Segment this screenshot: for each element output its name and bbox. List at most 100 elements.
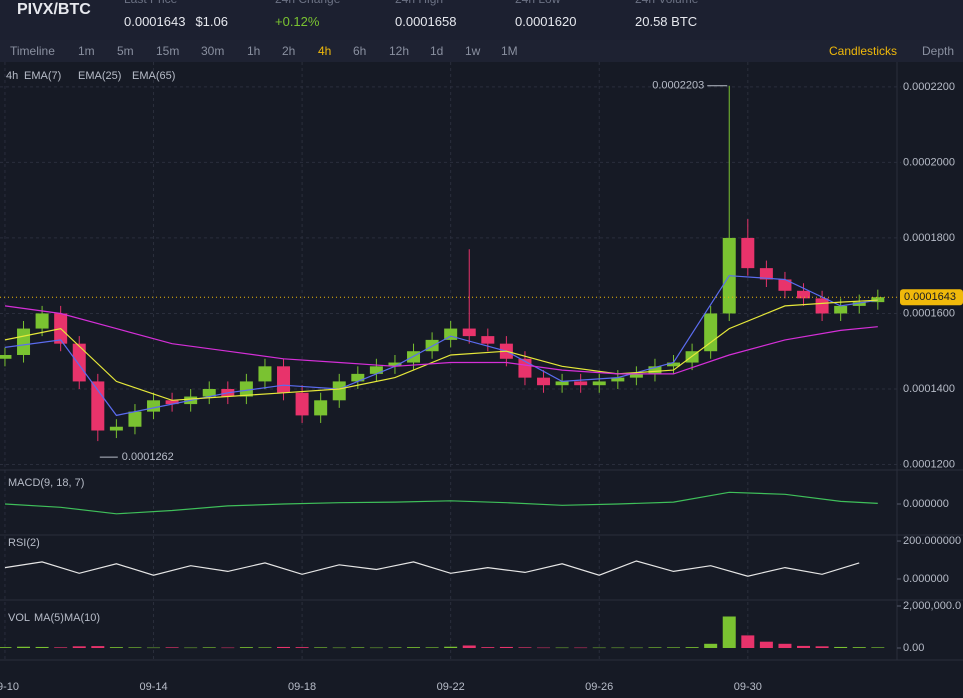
interval-button[interactable]: 15m bbox=[156, 44, 180, 58]
legend-entry: EMA(7) bbox=[24, 70, 61, 82]
header: PIVX/BTC Last Price 0.0001643 $1.06 24h Cha… bbox=[0, 0, 963, 40]
volume-bar bbox=[518, 647, 532, 648]
stat-value: 20.58 BTC bbox=[635, 14, 698, 29]
y-tick-label: 0.0002200 bbox=[903, 81, 955, 93]
volume-bar bbox=[128, 647, 142, 648]
x-tick-label: 09-10 bbox=[0, 681, 19, 693]
candle-body bbox=[295, 392, 309, 416]
interval-button[interactable]: 1d bbox=[430, 44, 444, 58]
panel-title: RSI(2) bbox=[8, 537, 40, 549]
volume-bar bbox=[425, 647, 439, 648]
candle-body bbox=[629, 373, 643, 378]
x-tick-label: 09-22 bbox=[437, 681, 465, 693]
ema-line bbox=[4, 275, 878, 417]
interval-button[interactable]: 12h bbox=[389, 44, 410, 58]
pair-title: PIVX/BTC bbox=[17, 1, 91, 18]
candle-body bbox=[351, 373, 365, 382]
candle-body bbox=[574, 381, 588, 386]
volume-bar bbox=[648, 647, 662, 648]
volume-bar bbox=[685, 647, 699, 648]
high-annotation: 0.0002203 bbox=[652, 80, 704, 92]
candle-body bbox=[258, 366, 272, 382]
interval-button[interactable]: 1w bbox=[465, 44, 481, 58]
volume-bar bbox=[332, 647, 346, 649]
stat-value: +0.12% bbox=[275, 14, 320, 29]
volume-bar bbox=[741, 635, 755, 648]
volume-bar bbox=[17, 646, 31, 648]
volume-bar bbox=[54, 647, 68, 648]
interval-button[interactable]: 5m bbox=[117, 44, 134, 58]
candle-body bbox=[388, 362, 402, 367]
candle-body bbox=[0, 354, 12, 359]
volume-bar bbox=[258, 647, 272, 648]
candle-body bbox=[35, 313, 49, 329]
y-tick-label: 0.000000 bbox=[903, 573, 949, 585]
indicator-line bbox=[4, 560, 860, 577]
volume-bar bbox=[462, 645, 476, 648]
volume-bar bbox=[221, 647, 235, 649]
candle-body bbox=[537, 377, 551, 386]
interval-button[interactable]: 1h bbox=[247, 44, 261, 58]
legend-entry: MA(5) bbox=[34, 612, 64, 624]
volume-bar bbox=[852, 647, 866, 648]
volume-bar bbox=[481, 647, 495, 648]
stat: 24h Change +0.12% bbox=[275, 0, 340, 29]
interval-button[interactable]: 1M bbox=[501, 44, 518, 58]
x-tick-label: 09-14 bbox=[139, 681, 167, 693]
candle-body bbox=[704, 313, 718, 352]
volume-bar bbox=[35, 646, 49, 648]
candle-body bbox=[17, 328, 31, 355]
candle-body bbox=[871, 297, 885, 303]
candle-body bbox=[369, 366, 383, 374]
candle-body bbox=[314, 400, 328, 416]
y-tick-label: 0.00 bbox=[903, 642, 924, 654]
interval-button[interactable]: 4h bbox=[318, 44, 332, 58]
candle-body bbox=[444, 328, 458, 340]
stat-value: $1.06 bbox=[195, 14, 228, 29]
interval-button[interactable]: 1m bbox=[78, 44, 95, 58]
volume-bar bbox=[147, 647, 161, 649]
panel-title: VOL bbox=[8, 612, 30, 624]
legend-entry: EMA(25) bbox=[78, 70, 121, 82]
volume-bar bbox=[72, 646, 86, 648]
volume-bar bbox=[834, 646, 848, 648]
volume-bar bbox=[239, 647, 253, 648]
candle-body bbox=[815, 298, 829, 314]
candle-body bbox=[667, 362, 681, 367]
view-button[interactable]: Depth bbox=[922, 44, 955, 58]
stat: Last Price 0.0001643 $1.06 bbox=[124, 0, 238, 29]
volume-bar bbox=[722, 616, 736, 648]
ema-line bbox=[4, 305, 878, 375]
stat-label: 24h Low bbox=[515, 0, 586, 8]
volume-bar bbox=[537, 647, 551, 649]
volume-bar bbox=[555, 647, 569, 649]
y-tick-label: 0.0001200 bbox=[903, 458, 955, 470]
candle-body bbox=[332, 381, 346, 401]
volume-bar bbox=[629, 647, 643, 649]
interval-button[interactable]: Timeline bbox=[10, 44, 55, 58]
volume-bar bbox=[759, 641, 773, 648]
volume-bar bbox=[778, 643, 792, 648]
candle-body bbox=[481, 336, 495, 344]
volume-bar bbox=[388, 647, 402, 648]
volume-bar bbox=[444, 646, 458, 648]
candle-body bbox=[834, 305, 848, 314]
volume-bar bbox=[667, 647, 681, 648]
view-button[interactable]: Candlesticks bbox=[829, 44, 898, 58]
stat: 24h Low 0.0001620 bbox=[515, 0, 586, 29]
x-tick-label: 09-26 bbox=[585, 681, 613, 693]
ema-line bbox=[4, 299, 878, 401]
candle-body bbox=[778, 279, 792, 291]
volume-bar bbox=[815, 646, 829, 648]
interval-button[interactable]: 2h bbox=[282, 44, 296, 58]
volume-bar bbox=[704, 643, 718, 648]
interval-button[interactable]: 30m bbox=[201, 44, 225, 58]
volume-bar bbox=[797, 645, 811, 648]
candle-body bbox=[165, 400, 179, 405]
stat-label: 24h High bbox=[395, 0, 466, 8]
volume-bar bbox=[351, 647, 365, 648]
volume-bar bbox=[592, 647, 606, 649]
interval-label: 4h bbox=[6, 70, 18, 82]
y-tick-label: 200.000000 bbox=[903, 535, 961, 547]
interval-button[interactable]: 6h bbox=[353, 44, 367, 58]
